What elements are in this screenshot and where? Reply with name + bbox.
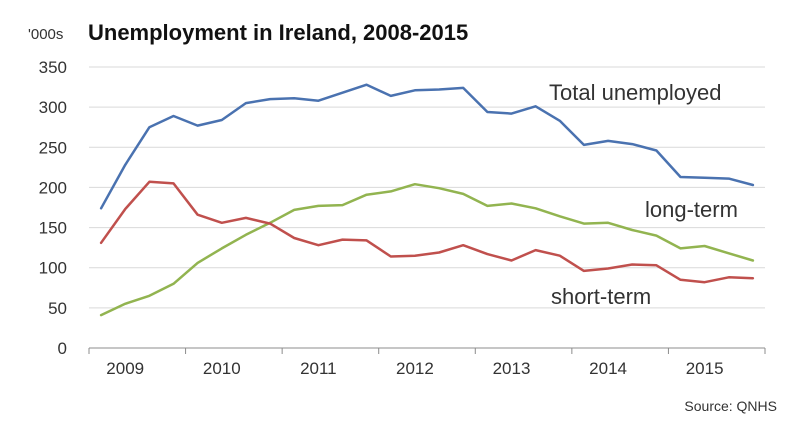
- x-tick-label: 2014: [589, 359, 627, 378]
- x-tick-label: 2011: [300, 359, 337, 378]
- gridlines: [89, 66, 765, 309]
- series-lines: [99, 83, 755, 317]
- y-tick-label: 0: [58, 339, 67, 358]
- x-tick-label: 2015: [686, 359, 724, 378]
- y-tick-label: 50: [48, 299, 67, 318]
- y-tick-label: 100: [39, 259, 67, 278]
- series-label-long-term: long-term: [645, 197, 738, 222]
- x-tick-labels: 2009 2010 2011 2012 2013 2014 2015: [106, 359, 723, 378]
- y-tick-labels: 0 50 100 150 200 250 300 350: [39, 58, 67, 358]
- y-tick-label: 300: [39, 98, 67, 117]
- y-tick-label: 250: [39, 138, 67, 157]
- series-label-short-term: short-term: [551, 284, 651, 309]
- y-tick-label: 150: [39, 219, 67, 238]
- y-tick-label: 350: [39, 58, 67, 77]
- x-tick-label: 2009: [106, 359, 144, 378]
- axes: [88, 347, 766, 354]
- series-line-long-term: [99, 182, 755, 317]
- series-line-total-unemployed: [99, 83, 755, 210]
- y-tick-label: 200: [39, 178, 67, 197]
- x-tick-label: 2010: [203, 359, 241, 378]
- x-tick-label: 2013: [493, 359, 531, 378]
- series-line-short-term: [99, 180, 755, 284]
- y-unit-label: '000s: [28, 26, 63, 43]
- chart-title: Unemployment in Ireland, 2008-2015: [88, 20, 468, 45]
- x-tick-label: 2012: [396, 359, 434, 378]
- source-note: Source: QNHS: [684, 398, 777, 414]
- series-label-total-unemployed: Total unemployed: [549, 80, 721, 105]
